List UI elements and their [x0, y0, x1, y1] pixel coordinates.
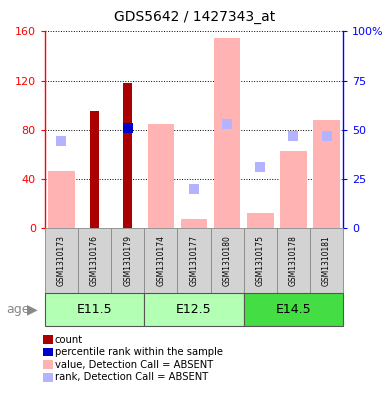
Point [124, 125, 131, 131]
Bar [244, 293, 343, 326]
Text: GSM1310177: GSM1310177 [190, 235, 199, 286]
Text: GSM1310179: GSM1310179 [123, 235, 132, 286]
Bar [144, 228, 177, 293]
Bar [78, 228, 111, 293]
Text: E14.5: E14.5 [276, 303, 311, 316]
Bar [247, 213, 273, 228]
Bar [45, 228, 78, 293]
Text: value, Detection Call = ABSENT: value, Detection Call = ABSENT [55, 360, 213, 370]
Text: GSM1310175: GSM1310175 [256, 235, 265, 286]
Text: age: age [6, 303, 29, 316]
Text: GSM1310176: GSM1310176 [90, 235, 99, 286]
Bar [244, 228, 277, 293]
Point [58, 138, 65, 145]
Point [191, 185, 197, 192]
Bar [313, 120, 340, 228]
Bar [111, 228, 144, 293]
Bar [280, 151, 307, 228]
Text: ▶: ▶ [27, 303, 37, 317]
Bar [45, 293, 144, 326]
Bar [144, 293, 244, 326]
Point [290, 132, 296, 139]
Text: count: count [55, 334, 83, 345]
Text: E12.5: E12.5 [176, 303, 212, 316]
Bar [211, 228, 244, 293]
Bar [277, 228, 310, 293]
Text: GSM1310173: GSM1310173 [57, 235, 66, 286]
Bar [123, 83, 132, 228]
Text: GSM1310180: GSM1310180 [223, 235, 232, 286]
Text: GSM1310174: GSM1310174 [156, 235, 165, 286]
Bar [214, 38, 240, 228]
Point [224, 121, 230, 127]
Text: percentile rank within the sample: percentile rank within the sample [55, 347, 223, 357]
Text: GSM1310181: GSM1310181 [322, 235, 331, 286]
Point [257, 164, 263, 170]
Text: GDS5642 / 1427343_at: GDS5642 / 1427343_at [114, 10, 276, 24]
Bar [181, 219, 207, 228]
Bar [48, 171, 75, 228]
Bar [147, 123, 174, 228]
Bar [310, 228, 343, 293]
Text: GSM1310178: GSM1310178 [289, 235, 298, 286]
Text: rank, Detection Call = ABSENT: rank, Detection Call = ABSENT [55, 372, 208, 382]
Text: E11.5: E11.5 [77, 303, 112, 316]
Bar [177, 228, 211, 293]
Bar [90, 111, 99, 228]
Point [323, 132, 330, 139]
